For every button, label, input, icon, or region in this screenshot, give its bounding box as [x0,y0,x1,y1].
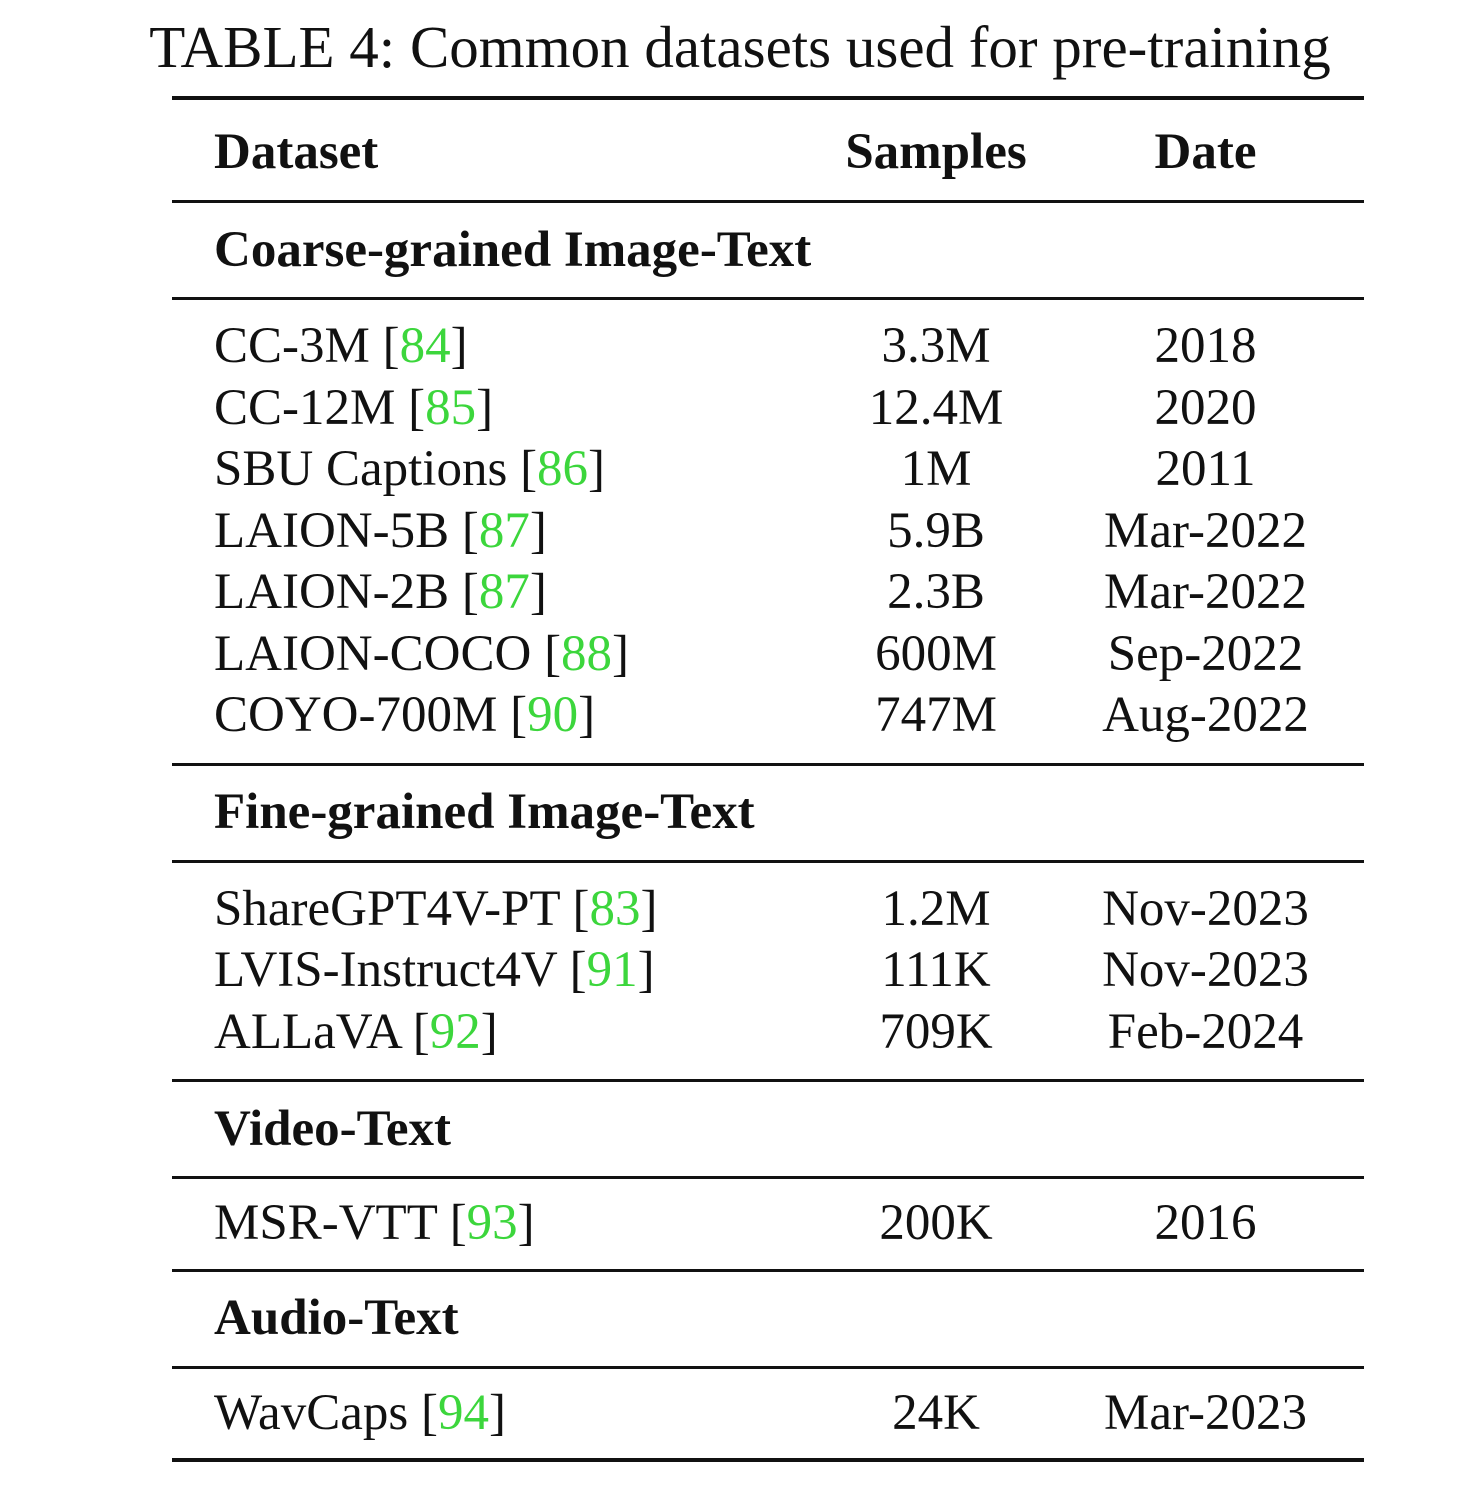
table-row: LVIS-Instruct4V [91] 111K Nov-2023 [172,940,1364,1002]
samples-cell: 5.9B [887,502,985,559]
citation-link[interactable]: 94 [437,1384,489,1441]
dataset-name: CC-3M [214,318,370,375]
samples-cell: 111K [881,942,991,999]
section-header-row: Coarse-grained Image-Text [172,201,1364,300]
citation-link[interactable]: 92 [429,1003,481,1060]
samples-cell: 24K [707,1367,1097,1462]
table-row: LAION-2B [87] 2.3B Mar-2022 [172,562,1364,624]
date-cell: Nov-2023 [1102,942,1309,999]
citation-link[interactable]: 87 [478,502,530,559]
dataset-name: WavCaps [214,1384,409,1441]
dataset-name: LVIS-Instruct4V [214,942,557,999]
dataset-name: SBU Captions [214,441,508,498]
dataset-name: LAION-5B [214,502,450,559]
samples-cell: 2.3B [887,564,985,621]
section-header-row: Audio-Text [172,1268,1364,1369]
table-row: MSR-VTT [93] 200K 2016 [172,1178,1364,1271]
date-cell: Mar-2022 [1104,564,1307,621]
citation-link[interactable]: 88 [561,625,613,682]
dataset-name: ALLaVA [214,1003,401,1060]
dataset-cell: COYO-700M [90] [214,687,596,744]
citation-link[interactable]: 93 [466,1195,518,1252]
header-samples: Samples [707,96,1097,203]
table-row: SBU Captions [86] 1M 2011 [172,439,1364,501]
date-cell: 2016 [1154,1195,1257,1252]
samples-cell: 12.4M [868,379,1004,436]
dataset-name: LAION-COCO [214,625,532,682]
datasets-table-container: Dataset Samples Date Coarse-grained Imag… [172,96,1364,1462]
table-row: CC-3M [84] 3.3M 2018 [172,299,1364,378]
samples-cell: 1M [900,441,972,498]
samples-cell: 200K [879,1195,993,1252]
citation-link[interactable]: 91 [586,942,638,999]
dataset-cell: LAION-COCO [88] [214,625,630,682]
table-row: CC-12M [85] 12.4M 2020 [172,378,1364,440]
citation-link[interactable]: 87 [478,564,530,621]
section-title: Fine-grained Image-Text [172,762,1364,863]
date-cell: Mar-2023 [1097,1367,1364,1462]
header-dataset: Dataset [172,96,707,203]
datasets-table: Dataset Samples Date Coarse-grained Imag… [172,96,1364,1462]
table-row: COYO-700M [90] 747M Aug-2022 [172,685,1364,764]
date-cell: Sep-2022 [1107,625,1304,682]
citation-link[interactable]: 84 [399,318,451,375]
dataset-cell: ALLaVA [92] [214,1003,498,1060]
table-body: Coarse-grained Image-Text CC-3M [84] 3.3M 2… [172,201,1364,1462]
citation-link[interactable]: 85 [425,379,477,436]
dataset-cell: CC-3M [84] [214,318,468,375]
table-row: ShareGPT4V-PT [83] 1.2M Nov-2023 [172,861,1364,940]
table-header-row: Dataset Samples Date [172,96,1364,203]
dataset-cell: LAION-2B [87] [214,564,547,621]
dataset-cell: CC-12M [85] [214,379,494,436]
table-row: LAION-COCO [88] 600M Sep-2022 [172,624,1364,686]
header-date: Date [1097,96,1364,203]
dataset-name: CC-12M [214,379,396,436]
date-cell: 2020 [1154,379,1257,436]
table-caption: TABLE 4: Common datasets used for pre-tr… [149,14,1331,80]
date-cell: Nov-2023 [1102,880,1309,937]
section-header-row: Video-Text [172,1079,1364,1179]
dataset-name: MSR-VTT [214,1195,437,1252]
citation-link[interactable]: 83 [589,880,641,937]
dataset-name: LAION-2B [214,564,450,621]
samples-cell: 3.3M [881,318,991,375]
section-title: Audio-Text [172,1268,1364,1369]
dataset-name: ShareGPT4V-PT [214,880,560,937]
samples-cell: 600M [875,625,997,682]
date-cell: Aug-2022 [1102,687,1309,744]
section-header-row: Fine-grained Image-Text [172,762,1364,863]
dataset-cell: ShareGPT4V-PT [83] [214,880,658,937]
table-row: ALLaVA [92] 709K Feb-2024 [172,1002,1364,1081]
dataset-cell: MSR-VTT [93] [214,1195,535,1252]
table-row: LAION-5B [87] 5.9B Mar-2022 [172,501,1364,563]
date-cell: 2018 [1154,318,1257,375]
dataset-name: COYO-700M [214,687,498,744]
dataset-cell: SBU Captions [86] [214,441,606,498]
samples-cell: 709K [879,1003,993,1060]
citation-link[interactable]: 86 [537,441,589,498]
samples-cell: 1.2M [881,880,991,937]
dataset-cell: WavCaps [94] [172,1367,707,1462]
dataset-cell: LVIS-Instruct4V [91] [214,942,655,999]
dataset-cell: LAION-5B [87] [214,502,547,559]
date-cell: 2011 [1155,441,1256,498]
section-title: Video-Text [172,1079,1364,1179]
section-title: Coarse-grained Image-Text [172,201,1364,300]
samples-cell: 747M [875,687,997,744]
table-row: WavCaps [94] 24K Mar-2023 [172,1367,1364,1462]
date-cell: Mar-2022 [1104,502,1307,559]
citation-link[interactable]: 90 [527,687,579,744]
date-cell: Feb-2024 [1107,1003,1304,1060]
